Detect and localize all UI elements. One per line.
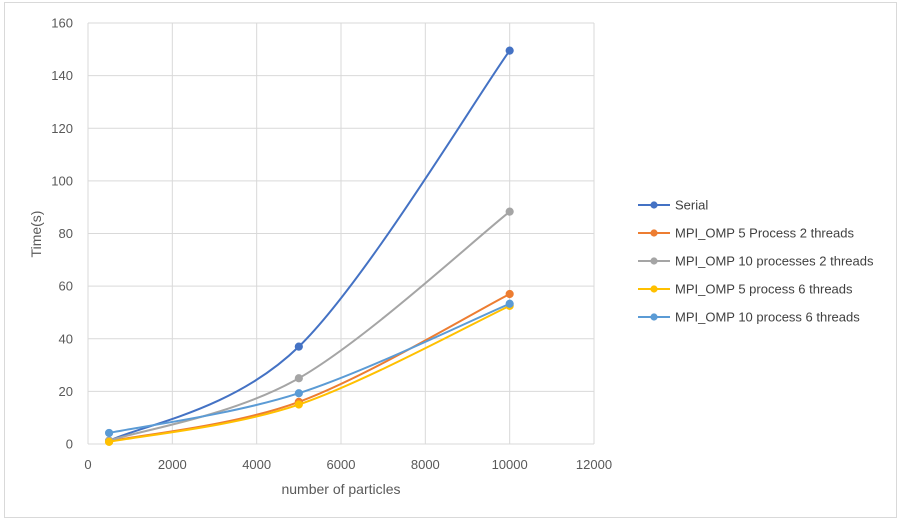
x-tick-labels: 0 2000 4000 6000 8000 10000 12000 (84, 457, 612, 472)
y-tick-label: 0 (66, 437, 73, 452)
series-0 (104, 46, 514, 445)
legend-label: MPI_OMP 10 process 6 threads (675, 310, 860, 325)
y-tick-label: 20 (59, 384, 73, 399)
y-axis-title: Time(s) (28, 211, 44, 258)
data-point (505, 299, 514, 308)
data-point (104, 437, 114, 446)
data-point (294, 374, 303, 383)
data-point (294, 389, 303, 398)
legend-label: MPI_OMP 5 Process 2 threads (675, 226, 854, 241)
data-point (104, 428, 114, 438)
y-tick-label: 160 (51, 16, 73, 31)
data-point (505, 207, 514, 216)
series-4 (104, 299, 514, 438)
data-point (294, 400, 303, 409)
grid (87, 22, 595, 445)
y-tick-label: 80 (59, 226, 73, 241)
legend-item: MPI_OMP 5 process 6 threads (638, 282, 853, 297)
legend-item: Serial (638, 198, 708, 213)
data-point (294, 342, 303, 351)
chart-frame (4, 2, 897, 518)
y-tick-label: 60 (59, 279, 73, 294)
legend-swatch-marker (650, 257, 658, 265)
y-tick-labels: 0 20 40 60 80 100 120 140 160 (51, 16, 73, 452)
x-tick-label: 12000 (576, 457, 612, 472)
x-tick-label: 2000 (158, 457, 187, 472)
legend-label: Serial (675, 198, 708, 213)
legend-swatch-marker (650, 313, 658, 321)
data-point (505, 289, 514, 299)
x-tick-label: 0 (84, 457, 91, 472)
legend-item: MPI_OMP 10 process 6 threads (638, 310, 860, 325)
x-tick-label: 4000 (242, 457, 271, 472)
y-tick-label: 100 (51, 173, 73, 188)
x-tick-label: 10000 (492, 457, 528, 472)
legend-swatch-marker (650, 229, 658, 237)
series-line (108, 302, 511, 434)
legend-swatch-marker (650, 201, 658, 209)
legend-swatch-marker (650, 285, 658, 293)
series-line (108, 50, 511, 442)
x-tick-label: 6000 (327, 457, 356, 472)
legend-label: MPI_OMP 10 processes 2 threads (675, 254, 874, 269)
series-group (104, 46, 514, 446)
legend: Serial MPI_OMP 5 Process 2 threads MPI_OMP… (638, 198, 874, 325)
y-tick-label: 40 (59, 331, 73, 346)
data-point (505, 46, 514, 55)
legend-item: MPI_OMP 5 Process 2 threads (638, 226, 854, 241)
series-3 (104, 301, 514, 446)
y-tick-label: 120 (51, 121, 73, 136)
x-tick-label: 8000 (411, 457, 440, 472)
legend-label: MPI_OMP 5 process 6 threads (675, 282, 853, 297)
legend-item: MPI_OMP 10 processes 2 threads (638, 254, 874, 269)
x-axis-title: number of particles (281, 481, 400, 497)
y-tick-label: 140 (51, 68, 73, 83)
